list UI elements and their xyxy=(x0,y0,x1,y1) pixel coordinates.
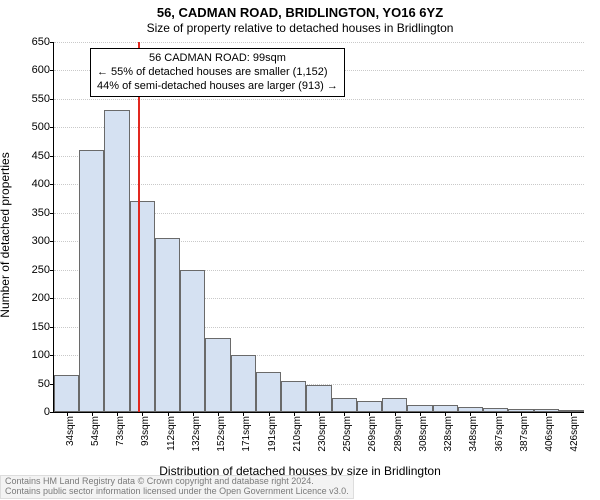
callout-line-right: 44% of semi-detached houses are larger (… xyxy=(97,80,338,94)
histogram-bar xyxy=(281,381,306,412)
histogram-bar xyxy=(231,355,256,412)
y-axis-label: Number of detached properties xyxy=(0,152,12,317)
histogram-bar xyxy=(180,270,205,412)
ytick-label: 250 xyxy=(32,264,54,276)
ytick-label: 650 xyxy=(32,36,54,48)
xtick-label: 387sqm xyxy=(519,416,530,452)
xtick-label: 171sqm xyxy=(241,416,252,452)
histogram-bar xyxy=(130,201,155,412)
xtick-label: 54sqm xyxy=(90,416,101,446)
xtick-label: 308sqm xyxy=(418,416,429,452)
xtick-label: 348sqm xyxy=(468,416,479,452)
footer-attribution: Contains HM Land Registry data © Crown c… xyxy=(0,475,354,499)
xtick-label: 132sqm xyxy=(191,416,202,452)
histogram-bar xyxy=(104,110,129,412)
histogram-bar xyxy=(79,150,104,412)
title-main: 56, CADMAN ROAD, BRIDLINGTON, YO16 6YZ xyxy=(0,0,600,20)
histogram-bar xyxy=(433,405,458,412)
ytick-label: 200 xyxy=(32,292,54,304)
histogram-bar xyxy=(332,398,357,412)
histogram-bar xyxy=(54,375,79,412)
title-sub: Size of property relative to detached ho… xyxy=(0,20,600,35)
gridline xyxy=(54,42,584,43)
xtick-label: 73sqm xyxy=(115,416,126,446)
ytick-label: 100 xyxy=(32,349,54,361)
footer-line-2: Contains public sector information licen… xyxy=(5,487,349,497)
xtick-label: 34sqm xyxy=(65,416,76,446)
histogram-bar xyxy=(205,338,230,412)
gridline xyxy=(54,99,584,100)
gridline xyxy=(54,127,584,128)
callout-line-left: ← 55% of detached houses are smaller (1,… xyxy=(97,66,338,80)
ytick-label: 150 xyxy=(32,321,54,333)
ytick-label: 400 xyxy=(32,178,54,190)
xtick-label: 426sqm xyxy=(569,416,580,452)
xtick-label: 269sqm xyxy=(367,416,378,452)
gridline xyxy=(54,156,584,157)
xtick-label: 210sqm xyxy=(292,416,303,452)
xtick-label: 406sqm xyxy=(544,416,555,452)
xtick-label: 289sqm xyxy=(393,416,404,452)
plot-area: 56 CADMAN ROAD: 99sqm ← 55% of detached … xyxy=(53,42,584,413)
ytick-label: 0 xyxy=(44,406,54,418)
ytick-label: 550 xyxy=(32,93,54,105)
histogram-bar xyxy=(256,372,281,412)
histogram-bar xyxy=(155,238,180,412)
xtick-label: 250sqm xyxy=(342,416,353,452)
gridline xyxy=(54,184,584,185)
xtick-label: 328sqm xyxy=(443,416,454,452)
reference-line xyxy=(138,42,140,412)
histogram-bar xyxy=(407,405,432,412)
histogram-bar xyxy=(357,401,382,412)
xtick-label: 367sqm xyxy=(494,416,505,452)
xtick-label: 152sqm xyxy=(216,416,227,452)
histogram-bar xyxy=(306,385,331,412)
ytick-label: 50 xyxy=(38,378,54,390)
ytick-label: 350 xyxy=(32,207,54,219)
ytick-label: 300 xyxy=(32,235,54,247)
histogram-bar xyxy=(382,398,407,412)
ytick-label: 600 xyxy=(32,64,54,76)
xtick-label: 191sqm xyxy=(267,416,278,452)
ytick-label: 500 xyxy=(32,121,54,133)
xtick-label: 230sqm xyxy=(317,416,328,452)
chart-container: 56, CADMAN ROAD, BRIDLINGTON, YO16 6YZ S… xyxy=(0,0,600,500)
callout-box: 56 CADMAN ROAD: 99sqm ← 55% of detached … xyxy=(90,48,345,97)
xtick-label: 93sqm xyxy=(140,416,151,446)
callout-title: 56 CADMAN ROAD: 99sqm xyxy=(97,52,338,66)
ytick-label: 450 xyxy=(32,150,54,162)
xtick-label: 112sqm xyxy=(166,416,177,451)
